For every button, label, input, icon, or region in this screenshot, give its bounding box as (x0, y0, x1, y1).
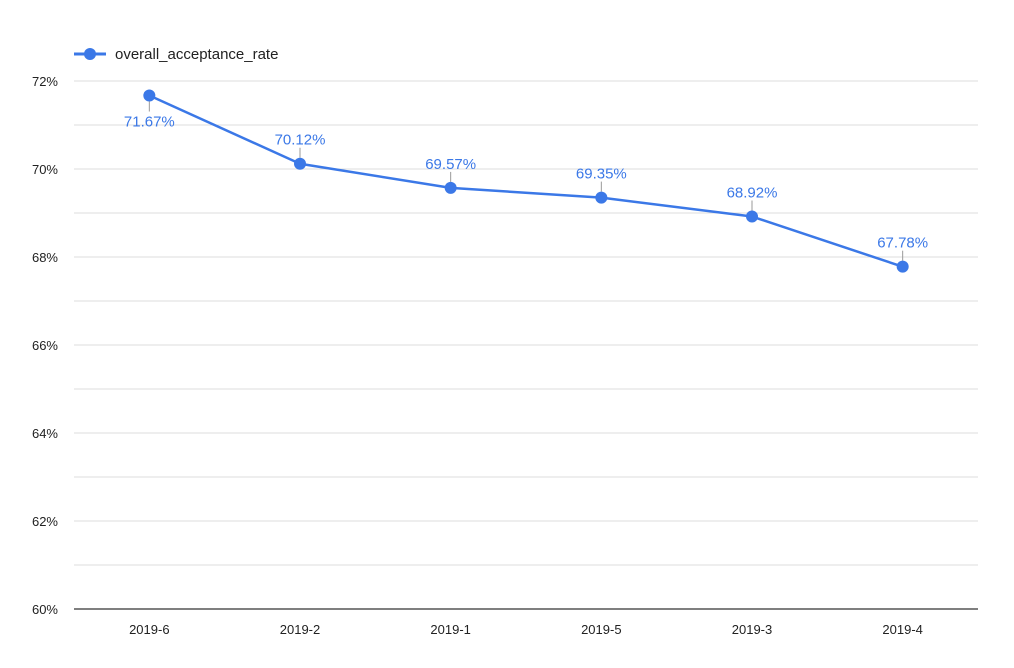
data-label: 71.67% (124, 114, 175, 131)
series-line (148, 94, 904, 268)
y-tick-label: 68% (32, 250, 58, 265)
data-point (595, 191, 608, 204)
data-point (143, 89, 156, 102)
data-point (746, 210, 758, 223)
data-label: 69.57% (425, 156, 476, 173)
x-axis: 2019-6 2019-2 2019-1 2019-5 2019-3 2019-4 (74, 608, 978, 637)
data-point (294, 157, 306, 170)
legend-label: overall_acceptance_rate (115, 46, 278, 63)
legend: overall_acceptance_rate (74, 46, 278, 63)
y-tick-label: 62% (32, 514, 58, 529)
x-tick-label: 2019-3 (732, 622, 772, 637)
x-tick-label: 2019-5 (581, 622, 621, 637)
legend-dot-marker (84, 48, 96, 60)
x-tick-label: 2019-2 (280, 622, 320, 637)
data-label: 68.92% (727, 185, 778, 202)
y-axis: 72% 70% 68% 66% 64% 62% 60% (32, 74, 58, 617)
x-tick-label: 2019-1 (430, 622, 470, 637)
grid (74, 80, 978, 566)
data-label: 69.35% (576, 166, 627, 183)
y-tick-label: 66% (32, 338, 58, 353)
x-tick-label: 2019-6 (129, 622, 169, 637)
y-tick-label: 70% (32, 162, 58, 177)
data-point (896, 260, 909, 273)
y-tick-label: 72% (32, 74, 58, 89)
series-layer: 71.67% 70.12% 69.57% 69.35% 68.92% 67.78% (124, 89, 928, 273)
data-point (444, 181, 457, 194)
y-tick-label: 64% (32, 426, 58, 441)
y-tick-label: 60% (32, 602, 58, 617)
data-label: 67.78% (877, 235, 928, 252)
x-tick-label: 2019-4 (882, 622, 922, 637)
data-label: 70.12% (275, 132, 326, 149)
